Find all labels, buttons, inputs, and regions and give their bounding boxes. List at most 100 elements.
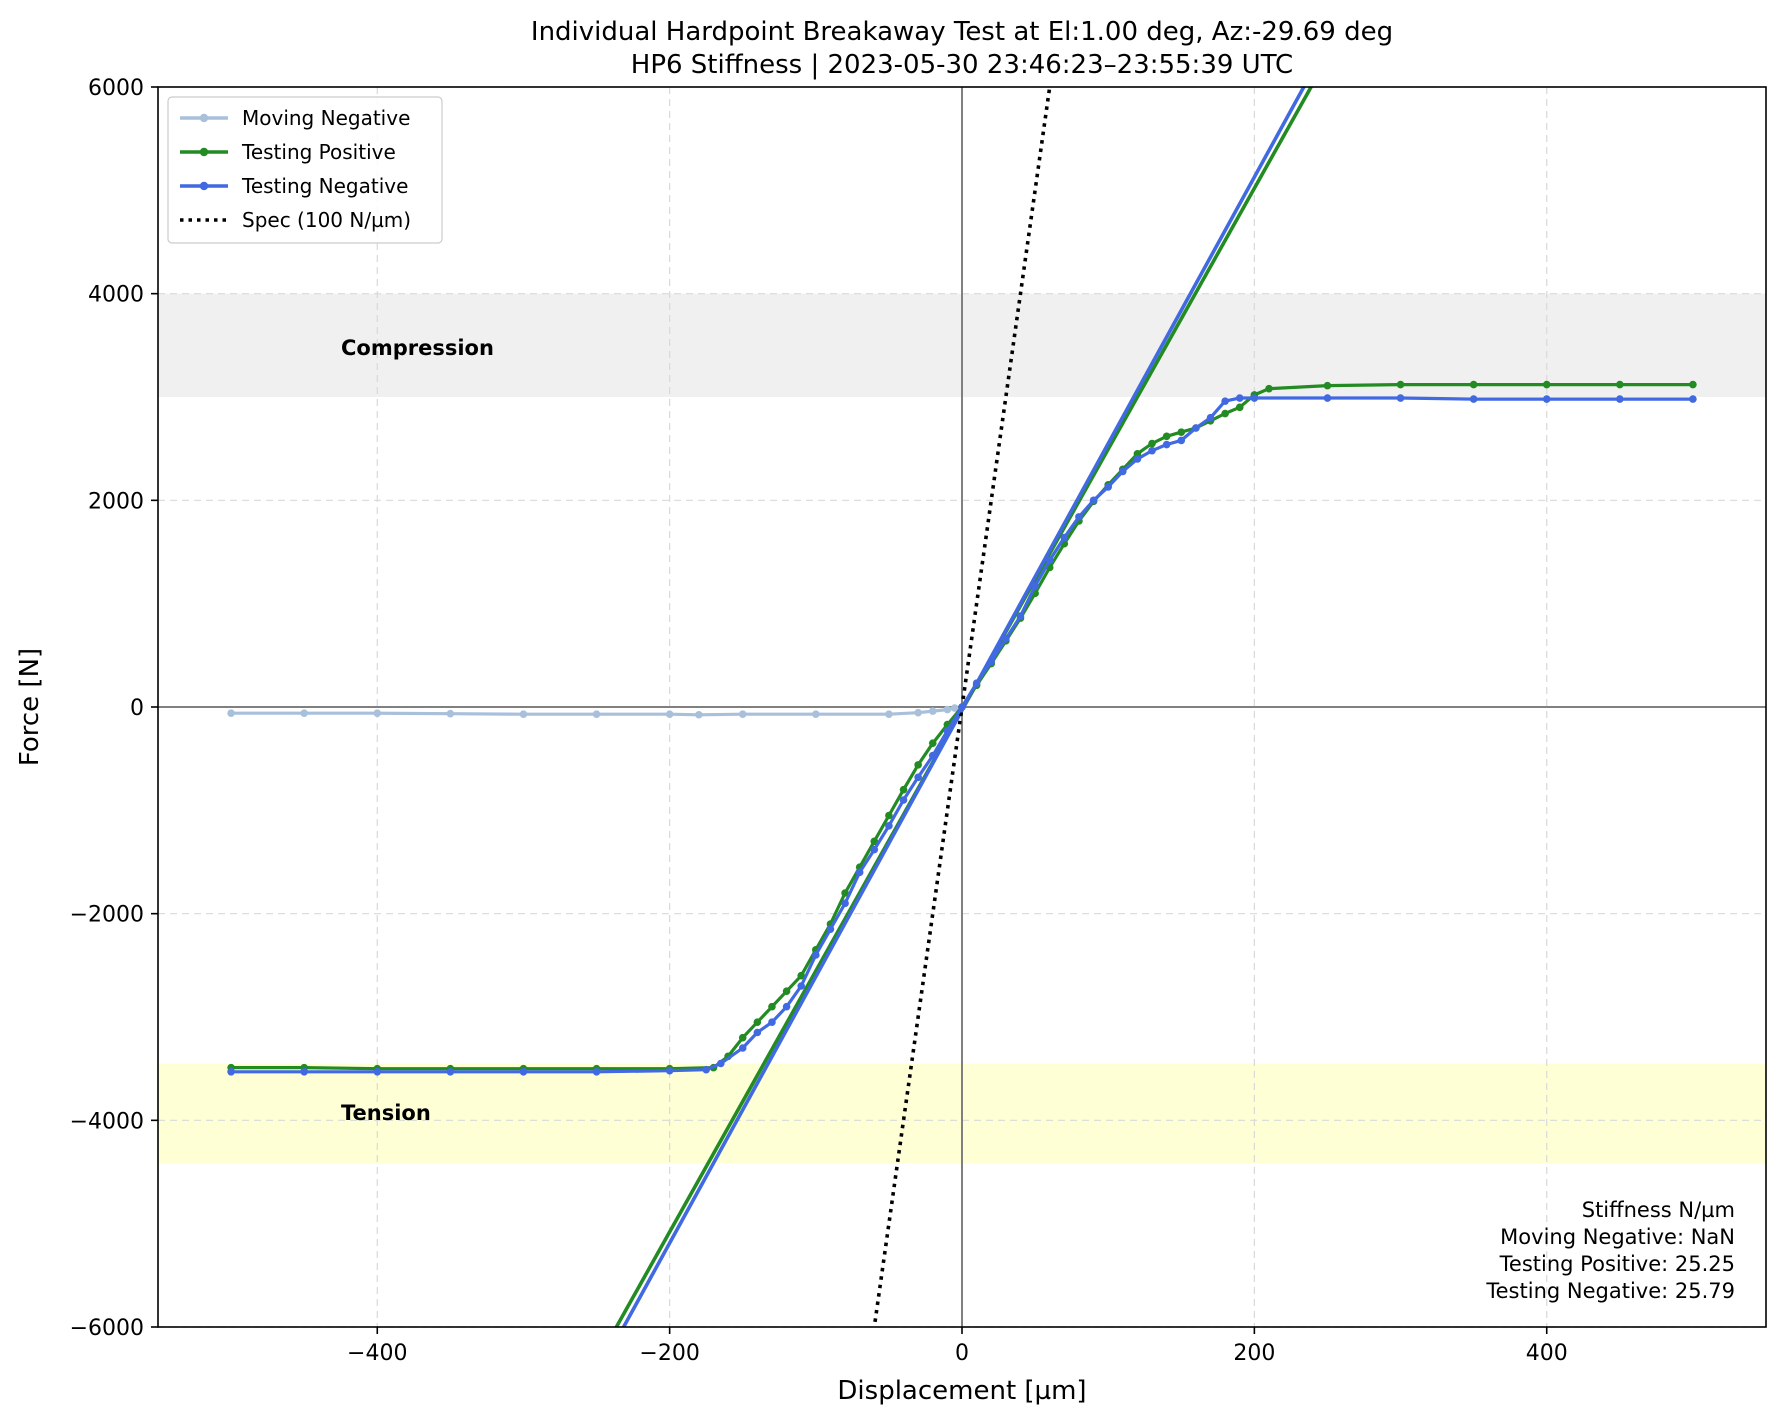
- data-point-testing-negative: [1031, 582, 1039, 590]
- data-point-testing-negative: [1250, 394, 1259, 402]
- data-point-testing-positive: [841, 889, 849, 897]
- data-point-testing-positive: [914, 761, 922, 769]
- data-point-testing-positive: [797, 971, 805, 980]
- data-point-testing-negative: [1206, 413, 1215, 422]
- data-point-testing-negative: [702, 1065, 710, 1074]
- data-point-testing-negative: [885, 822, 893, 830]
- data-point-testing-negative: [1235, 394, 1244, 402]
- stats-testing-positive: Testing Positive: 25.25: [1499, 1252, 1735, 1276]
- legend-marker-3: [199, 181, 209, 191]
- series-layer: [227, 380, 1697, 1076]
- y-tick-label: −2000: [70, 903, 144, 928]
- data-point-testing-negative: [1689, 395, 1697, 403]
- data-point-testing-negative: [826, 925, 835, 933]
- data-point-testing-negative: [1045, 556, 1054, 565]
- data-point-testing-negative: [1396, 394, 1405, 402]
- data-point-testing-negative: [1616, 395, 1624, 403]
- data-point-testing-positive: [1221, 409, 1229, 418]
- data-point-testing-positive: [782, 987, 791, 995]
- legend-marker-2: [199, 147, 209, 157]
- data-point-testing-negative: [899, 796, 908, 804]
- y-tick-label: 6000: [88, 76, 144, 101]
- stiffness-stats: Stiffness N/µm Moving Negative: NaN Test…: [1485, 1198, 1735, 1303]
- data-point-testing-positive: [768, 1002, 776, 1011]
- data-point-testing-positive: [1235, 403, 1244, 412]
- legend-box: [167, 96, 443, 244]
- chart-subtitle: HP6 Stiffness | 2023-05-30 23:46:23–23:5…: [631, 50, 1293, 80]
- y-tick-label: −4000: [70, 1109, 144, 1134]
- data-point-testing-positive: [870, 837, 879, 846]
- data-point-testing-negative: [1104, 483, 1112, 491]
- data-point-moving-negative: [812, 710, 820, 719]
- data-point-testing-positive: [1396, 380, 1405, 389]
- data-point-testing-negative: [1162, 440, 1171, 449]
- y-tick-label: 4000: [88, 283, 144, 308]
- data-point-testing-positive: [1265, 384, 1273, 393]
- data-point-testing-positive: [1323, 381, 1332, 390]
- data-point-testing-positive: [1542, 380, 1551, 389]
- data-point-testing-positive: [928, 739, 937, 747]
- y-tick-label: 0: [130, 696, 144, 721]
- data-point-testing-positive: [1162, 432, 1171, 441]
- data-point-testing-negative: [1469, 395, 1478, 403]
- data-point-testing-negative: [1016, 612, 1025, 620]
- data-point-testing-negative: [812, 951, 820, 959]
- data-point-testing-negative: [928, 751, 937, 760]
- x-axis-title: Displacement [µm]: [837, 1376, 1086, 1406]
- x-tick-label: −400: [347, 1341, 407, 1366]
- data-point-testing-positive: [1616, 380, 1624, 389]
- data-point-moving-negative: [300, 709, 308, 717]
- x-tick-label: 200: [1233, 1341, 1275, 1366]
- data-point-testing-negative: [914, 773, 922, 782]
- data-point-testing-negative: [592, 1067, 601, 1076]
- data-point-testing-positive: [899, 785, 908, 794]
- legend-label-4: Spec (100 N/µm): [242, 208, 411, 232]
- legend-label-1: Moving Negative: [242, 106, 410, 130]
- data-point-testing-positive: [1469, 380, 1478, 389]
- data-point-testing-negative: [665, 1066, 674, 1075]
- data-point-testing-positive: [1177, 428, 1186, 436]
- legend-marker-1: [199, 113, 209, 123]
- data-point-testing-negative: [717, 1059, 725, 1068]
- x-tick-label: 0: [955, 1341, 969, 1366]
- data-point-moving-negative: [373, 709, 382, 717]
- data-point-moving-negative: [738, 710, 747, 719]
- data-point-moving-negative: [914, 708, 922, 717]
- data-point-testing-negative: [855, 868, 864, 877]
- data-point-testing-negative: [1177, 436, 1186, 445]
- data-point-testing-negative: [1542, 395, 1551, 403]
- data-point-testing-negative: [227, 1067, 235, 1076]
- data-point-testing-negative: [1148, 446, 1156, 455]
- data-point-testing-negative: [870, 845, 879, 854]
- data-point-testing-negative: [738, 1044, 747, 1052]
- data-point-moving-negative: [950, 704, 959, 712]
- data-point-testing-negative: [446, 1067, 455, 1076]
- data-point-testing-negative: [943, 726, 952, 735]
- data-point-testing-positive: [1689, 380, 1697, 389]
- data-point-moving-negative: [695, 710, 703, 719]
- data-point-moving-negative: [665, 710, 674, 719]
- stats-moving-negative: Moving Negative: NaN: [1500, 1225, 1735, 1249]
- data-point-testing-negative: [987, 657, 996, 666]
- legend-label-3: Testing Negative: [241, 174, 408, 198]
- data-point-testing-negative: [972, 679, 981, 688]
- data-point-testing-negative: [1089, 496, 1098, 505]
- chart-title: Individual Hardpoint Breakaway Test at E…: [531, 17, 1393, 47]
- data-point-testing-negative: [1075, 513, 1083, 521]
- data-point-testing-negative: [1060, 533, 1069, 542]
- y-tick-label: 2000: [88, 489, 144, 514]
- data-point-moving-negative: [446, 709, 455, 718]
- data-point-testing-negative: [1192, 424, 1200, 432]
- data-point-testing-positive: [738, 1033, 747, 1042]
- data-point-testing-negative: [797, 982, 805, 990]
- data-point-moving-negative: [227, 709, 235, 717]
- stats-heading: Stiffness N/µm: [1582, 1198, 1735, 1222]
- legend-label-2: Testing Positive: [241, 140, 396, 164]
- data-point-testing-negative: [1133, 455, 1142, 463]
- data-point-testing-negative: [1221, 397, 1229, 405]
- data-point-testing-negative: [782, 1002, 791, 1011]
- data-point-testing-positive: [753, 1018, 762, 1026]
- data-point-moving-negative: [519, 710, 528, 719]
- data-point-moving-negative: [943, 705, 952, 714]
